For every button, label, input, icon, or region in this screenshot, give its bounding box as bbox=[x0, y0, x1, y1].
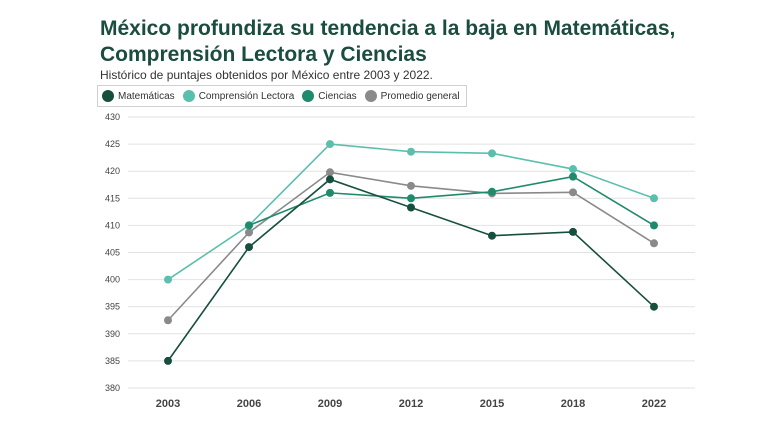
y-tick-label-425: 425 bbox=[105, 139, 120, 149]
y-tick-label-395: 395 bbox=[105, 302, 120, 312]
data-point-ciencias-2009 bbox=[326, 188, 334, 197]
data-point-promedio-general-2006 bbox=[245, 228, 253, 237]
y-tick-label-430: 430 bbox=[105, 112, 120, 122]
x-tick-label-2018: 2018 bbox=[561, 398, 585, 410]
data-point-ciencias-2022 bbox=[650, 221, 658, 230]
data-point-matematicas-2015 bbox=[488, 231, 496, 240]
y-tick-label-390: 390 bbox=[105, 329, 120, 339]
legend-swatch-promedio-general bbox=[364, 90, 377, 102]
legend-item-comprension-lectora[interactable]: Comprensión Lectora bbox=[182, 90, 295, 102]
chart-legend: Matemáticas Comprensión Lectora Ciencias… bbox=[97, 85, 467, 107]
series-line-ciencias bbox=[248, 175, 655, 227]
y-tick-label-415: 415 bbox=[105, 193, 120, 203]
data-point-promedio-general-2003 bbox=[164, 316, 172, 325]
data-point-ciencias-2018 bbox=[569, 172, 577, 181]
data-point-matematicas-2022 bbox=[650, 302, 658, 311]
chart-subtitle: Histórico de puntajes obtenidos por Méxi… bbox=[100, 68, 433, 82]
data-point-matematicas-2018 bbox=[569, 227, 577, 236]
y-tick-label-420: 420 bbox=[105, 166, 120, 176]
data-point-promedio-general-2012 bbox=[407, 181, 415, 190]
data-point-comprension-lectora-2009 bbox=[326, 140, 334, 149]
legend-item-promedio-general[interactable]: Promedio general bbox=[364, 90, 460, 102]
legend-swatch-matematicas bbox=[102, 90, 114, 102]
data-point-ciencias-2015 bbox=[488, 187, 496, 196]
data-point-promedio-general-2009 bbox=[326, 168, 334, 177]
data-point-comprension-lectora-2022 bbox=[650, 194, 658, 203]
legend-label-promedio-general: Promedio general bbox=[380, 90, 460, 102]
data-point-comprension-lectora-2003 bbox=[164, 275, 172, 284]
x-tick-label-2022: 2022 bbox=[642, 398, 666, 410]
legend-item-matematicas[interactable]: Matemáticas bbox=[102, 90, 175, 102]
data-point-comprension-lectora-2015 bbox=[488, 149, 496, 158]
x-tick-label-2012: 2012 bbox=[399, 398, 423, 410]
data-point-ciencias-2006 bbox=[245, 221, 253, 230]
data-point-promedio-general-2018 bbox=[569, 188, 577, 197]
legend-label-ciencias: Ciencias bbox=[318, 90, 357, 102]
legend-label-comprension-lectora: Comprensión Lectora bbox=[198, 90, 295, 102]
data-point-matematicas-2006 bbox=[245, 243, 253, 252]
x-tick-label-2006: 2006 bbox=[237, 398, 261, 410]
chart-title: México profundiza su tendencia a la baja… bbox=[100, 17, 676, 66]
y-tick-label-400: 400 bbox=[105, 275, 120, 285]
data-point-matematicas-2012 bbox=[407, 203, 415, 212]
legend-swatch-ciencias bbox=[302, 90, 315, 102]
x-tick-label-2003: 2003 bbox=[156, 398, 180, 410]
y-tick-label-380: 380 bbox=[105, 383, 120, 393]
y-tick-label-385: 385 bbox=[105, 356, 120, 366]
data-point-comprension-lectora-2012 bbox=[407, 147, 415, 156]
data-point-ciencias-2012 bbox=[407, 194, 415, 203]
legend-swatch-comprension-lectora bbox=[182, 90, 195, 102]
legend-label-matematicas: Matemáticas bbox=[118, 90, 175, 102]
x-tick-label-2015: 2015 bbox=[480, 398, 504, 410]
data-point-matematicas-2009 bbox=[326, 175, 334, 184]
data-point-comprension-lectora-2018 bbox=[569, 165, 577, 174]
data-point-promedio-general-2022 bbox=[650, 239, 658, 248]
x-tick-label-2009: 2009 bbox=[318, 398, 342, 410]
y-tick-label-410: 410 bbox=[105, 220, 120, 230]
legend-item-ciencias[interactable]: Ciencias bbox=[302, 90, 357, 102]
y-tick-label-405: 405 bbox=[105, 248, 120, 258]
data-point-matematicas-2003 bbox=[164, 356, 172, 365]
